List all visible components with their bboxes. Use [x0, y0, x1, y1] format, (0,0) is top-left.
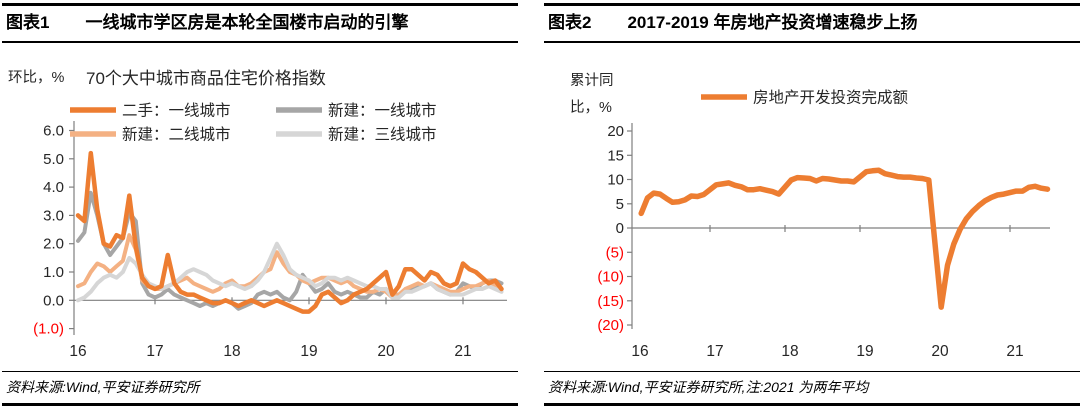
x-tick-label: 18 [223, 343, 240, 360]
y-tick-label: 5 [616, 196, 624, 213]
x-tick-label: 21 [1006, 343, 1023, 360]
figure1-chart-area: 环比，% 70个大中城市商品住宅价格指数 6.0 5.0 4.0 3.0 2.0 1.0 0.0… [2, 43, 518, 371]
figure2-label: 图表2 [548, 13, 592, 32]
x-tick-label: 19 [300, 343, 317, 360]
y-tick-label: 3.0 [43, 207, 64, 224]
y-axis-unit-label: 比，% [570, 99, 612, 116]
legend-label: 新建：一线城市 [328, 102, 437, 120]
y-tick-label: 1.0 [43, 264, 64, 281]
figure1-source-note: 资料来源:Wind,平安证券研究所 [2, 371, 518, 406]
legend-label: 新建：三线城市 [328, 126, 437, 144]
series-line-0 [75, 150, 504, 314]
figure1-title: 一线城市学区房是本轮全国楼市启动的引擎 [85, 13, 409, 32]
y-tick-label: 15 [607, 147, 624, 164]
y-tick-label: 4.0 [43, 179, 64, 196]
x-tick-label: 20 [377, 343, 395, 360]
y-tick-label: (20) [597, 317, 624, 334]
x-tick-label: 19 [856, 343, 873, 360]
series-line-0 [638, 167, 1051, 310]
y-tick-label: 5.0 [43, 151, 64, 168]
figure2-chart-area: 累计同比，% 20 15 10 5 0 (5) (10) (15) (20) 16 17 18 19 20 2… [544, 43, 1080, 371]
y-tick-label: (5) [606, 244, 624, 261]
y-tick-label: 2.0 [43, 236, 64, 253]
x-tick-label: 18 [781, 343, 798, 360]
figure2-title: 2017-2019 年房地产投资增速稳步上扬 [627, 13, 918, 32]
x-tick-label: 16 [631, 343, 648, 360]
figure1-header: 图表1 一线城市学区房是本轮全国楼市启动的引擎 [2, 3, 518, 43]
y-tick-label: (15) [597, 293, 624, 310]
figure1-panel: 图表1 一线城市学区房是本轮全国楼市启动的引擎 环比，% 70个大中城市商品住宅价格… [2, 3, 518, 406]
x-tick-label: 20 [931, 343, 949, 360]
y-tick-label: 0 [616, 220, 624, 237]
y-tick-label: (1.0) [33, 321, 64, 338]
legend-label: 房地产开发投资完成额 [753, 89, 909, 107]
legend-label: 二手：一线城市 [122, 102, 231, 120]
figure2-panel: 图表2 2017-2019 年房地产投资增速稳步上扬 累计同比，% 20 15 10 5 0… [544, 3, 1080, 406]
figure1-label: 图表1 [6, 13, 50, 32]
figure2-header: 图表2 2017-2019 年房地产投资增速稳步上扬 [544, 3, 1080, 43]
legend-label: 新建：二线城市 [122, 126, 231, 144]
y-tick-label: 10 [607, 172, 624, 189]
figure2-source-note: 资料来源:Wind,平安证券研究所,注:2021 为两年平均 [544, 371, 1080, 406]
y-axis-unit-label: 累计同 [570, 72, 614, 89]
x-tick-label: 16 [69, 343, 86, 360]
x-tick-label: 21 [454, 343, 471, 360]
y-tick-label: (10) [597, 269, 624, 286]
y-tick-label: 6.0 [43, 123, 64, 140]
price-index-line-chart: 环比，% 70个大中城市商品住宅价格指数 6.0 5.0 4.0 3.0 2.0 1.0 0.0… [8, 69, 507, 360]
y-axis-unit-label: 环比，% [8, 69, 64, 86]
y-tick-label: 0.0 [43, 292, 64, 309]
x-tick-label: 17 [706, 343, 723, 360]
x-tick-label: 17 [146, 343, 163, 360]
y-tick-label: 20 [607, 123, 624, 140]
chart-subtitle: 70个大中城市商品住宅价格指数 [86, 69, 326, 88]
